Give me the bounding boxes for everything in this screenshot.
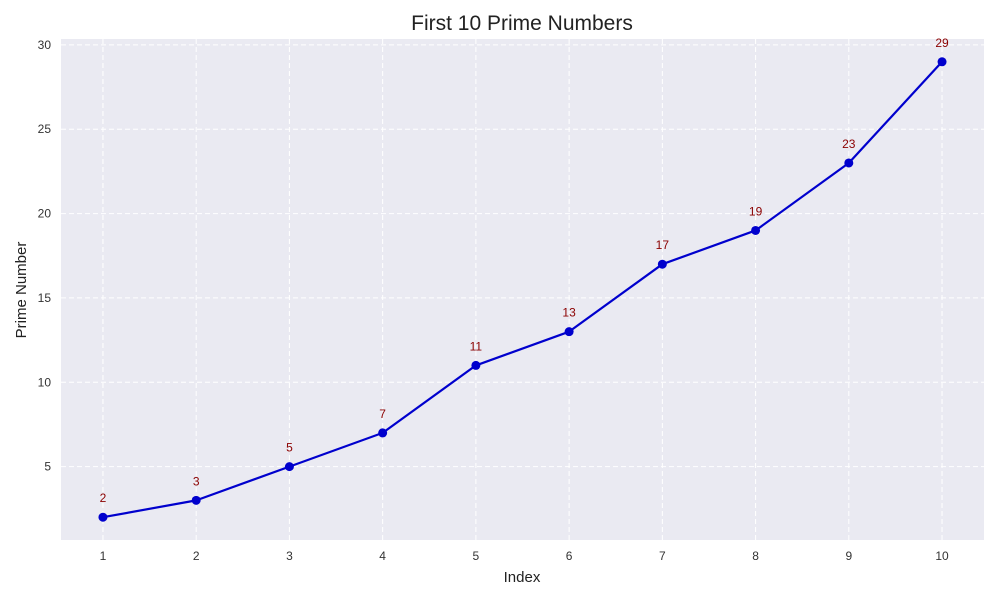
data-point <box>937 57 947 67</box>
data-point <box>657 259 667 269</box>
data-label: 5 <box>286 441 293 455</box>
data-label: 23 <box>842 137 856 151</box>
data-label: 3 <box>193 474 200 488</box>
x-tick-label: 8 <box>752 549 759 563</box>
x-tick-label: 9 <box>845 549 852 563</box>
x-tick-label: 10 <box>935 549 949 563</box>
x-axis-ticks: 1 2 3 4 5 6 7 8 9 10 <box>100 549 949 563</box>
data-label: 19 <box>749 204 763 218</box>
data-point <box>564 327 574 337</box>
x-axis-label: Index <box>504 569 541 586</box>
data-label: 11 <box>470 339 483 353</box>
x-tick-label: 7 <box>659 549 666 563</box>
data-point <box>98 512 108 522</box>
y-tick-label: 5 <box>44 460 51 474</box>
data-label: 29 <box>935 36 949 50</box>
grid-lines <box>61 39 984 540</box>
y-tick-label: 10 <box>38 375 52 389</box>
x-tick-label: 1 <box>100 549 107 563</box>
y-axis-label: Prime Number <box>13 242 30 339</box>
data-label: 13 <box>562 306 576 320</box>
x-tick-label: 3 <box>286 549 293 563</box>
y-axis-ticks: 5 10 15 20 25 30 <box>38 38 52 474</box>
data-point <box>844 158 854 168</box>
data-point <box>191 495 201 505</box>
chart-title: First 10 Prime Numbers <box>411 12 633 35</box>
y-tick-label: 15 <box>38 291 52 305</box>
y-tick-label: 25 <box>38 122 52 136</box>
x-tick-label: 2 <box>193 549 200 563</box>
series-group <box>98 57 947 522</box>
data-point <box>378 428 388 438</box>
y-tick-label: 30 <box>38 38 52 52</box>
data-label: 7 <box>379 407 386 421</box>
data-point <box>471 360 481 370</box>
data-label: 17 <box>656 238 670 252</box>
y-tick-label: 20 <box>38 207 52 221</box>
plot-area <box>61 39 984 540</box>
data-label: 2 <box>100 491 107 505</box>
data-point <box>751 225 761 235</box>
data-point <box>284 462 294 472</box>
series-line <box>102 61 943 519</box>
x-tick-label: 6 <box>566 549 573 563</box>
x-tick-label: 4 <box>379 549 386 563</box>
x-tick-label: 5 <box>473 549 480 563</box>
